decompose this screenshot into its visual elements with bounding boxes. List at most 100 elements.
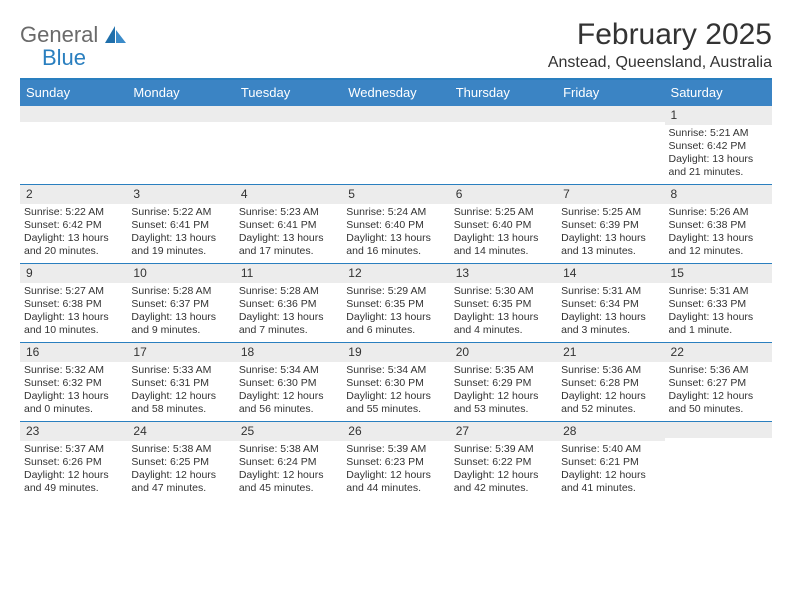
week-row: 23Sunrise: 5:37 AMSunset: 6:26 PMDayligh… xyxy=(20,422,772,500)
week-row: 9Sunrise: 5:27 AMSunset: 6:38 PMDaylight… xyxy=(20,264,772,343)
sunrise-text: Sunrise: 5:21 AM xyxy=(669,127,768,140)
day-cell: 8Sunrise: 5:26 AMSunset: 6:38 PMDaylight… xyxy=(665,185,772,263)
sunset-text: Sunset: 6:21 PM xyxy=(561,456,660,469)
day-number: 16 xyxy=(20,343,127,362)
sunset-text: Sunset: 6:33 PM xyxy=(669,298,768,311)
sunrise-text: Sunrise: 5:37 AM xyxy=(24,443,123,456)
day-cell: 2Sunrise: 5:22 AMSunset: 6:42 PMDaylight… xyxy=(20,185,127,263)
daylight-text: Daylight: 13 hours and 20 minutes. xyxy=(24,232,123,258)
sunrise-text: Sunrise: 5:26 AM xyxy=(669,206,768,219)
day-cell: 5Sunrise: 5:24 AMSunset: 6:40 PMDaylight… xyxy=(342,185,449,263)
daylight-text: Daylight: 13 hours and 17 minutes. xyxy=(239,232,338,258)
day-number xyxy=(557,106,664,122)
day-cell: 24Sunrise: 5:38 AMSunset: 6:25 PMDayligh… xyxy=(127,422,234,500)
sunset-text: Sunset: 6:38 PM xyxy=(24,298,123,311)
day-number: 7 xyxy=(557,185,664,204)
sunrise-text: Sunrise: 5:23 AM xyxy=(239,206,338,219)
sunset-text: Sunset: 6:41 PM xyxy=(131,219,230,232)
day-number: 17 xyxy=(127,343,234,362)
page-header: General Blue February 2025 Anstead, Quee… xyxy=(20,18,772,72)
daylight-text: Daylight: 13 hours and 9 minutes. xyxy=(131,311,230,337)
day-number: 11 xyxy=(235,264,342,283)
sunset-text: Sunset: 6:41 PM xyxy=(239,219,338,232)
daylight-text: Daylight: 12 hours and 49 minutes. xyxy=(24,469,123,495)
day-cell: 20 Sunrise: 5:35 AMSunset: 6:29 PMDayligh… xyxy=(450,343,557,421)
sunset-text: Sunset: 6:42 PM xyxy=(669,140,768,153)
sunrise-text: Sunrise: 5:24 AM xyxy=(346,206,445,219)
daylight-text: Daylight: 13 hours and 3 minutes. xyxy=(561,311,660,337)
day-number: 22 xyxy=(665,343,772,362)
day-number: 18 xyxy=(235,343,342,362)
day-cell xyxy=(20,106,127,184)
sunset-text: Sunset: 6:22 PM xyxy=(454,456,553,469)
day-number xyxy=(20,106,127,122)
day-number: 20 xyxy=(450,343,557,362)
sunset-text: Sunset: 6:35 PM xyxy=(454,298,553,311)
day-cell: 25Sunrise: 5:38 AMSunset: 6:24 PMDayligh… xyxy=(235,422,342,500)
day-number: 1 xyxy=(665,106,772,125)
sunset-text: Sunset: 6:37 PM xyxy=(131,298,230,311)
day-number: 3 xyxy=(127,185,234,204)
day-cell xyxy=(450,106,557,184)
day-number xyxy=(342,106,449,122)
sunset-text: Sunset: 6:23 PM xyxy=(346,456,445,469)
day-cell xyxy=(342,106,449,184)
day-number xyxy=(665,422,772,438)
sail-icon xyxy=(105,26,127,49)
calendar-body: 1Sunrise: 5:21 AMSunset: 6:42 PMDaylight… xyxy=(20,106,772,500)
sunrise-text: Sunrise: 5:34 AM xyxy=(346,364,445,377)
daylight-text: Daylight: 12 hours and 55 minutes. xyxy=(346,390,445,416)
month-title: February 2025 xyxy=(548,18,772,52)
day-cell: 7Sunrise: 5:25 AMSunset: 6:39 PMDaylight… xyxy=(557,185,664,263)
day-cell: 16Sunrise: 5:32 AMSunset: 6:32 PMDayligh… xyxy=(20,343,127,421)
weekday-header: Monday xyxy=(127,80,234,106)
daylight-text: Daylight: 12 hours and 41 minutes. xyxy=(561,469,660,495)
day-cell xyxy=(557,106,664,184)
sunrise-text: Sunrise: 5:31 AM xyxy=(561,285,660,298)
day-cell: 12Sunrise: 5:29 AMSunset: 6:35 PMDayligh… xyxy=(342,264,449,342)
sunrise-text: Sunrise: 5:22 AM xyxy=(131,206,230,219)
sunrise-text: Sunrise: 5:35 AM xyxy=(454,364,553,377)
day-number xyxy=(235,106,342,122)
sunrise-text: Sunrise: 5:27 AM xyxy=(24,285,123,298)
sunrise-text: Sunrise: 5:33 AM xyxy=(131,364,230,377)
daylight-text: Daylight: 13 hours and 14 minutes. xyxy=(454,232,553,258)
daylight-text: Daylight: 12 hours and 52 minutes. xyxy=(561,390,660,416)
day-number xyxy=(450,106,557,122)
sunset-text: Sunset: 6:31 PM xyxy=(131,377,230,390)
day-cell: 27Sunrise: 5:39 AMSunset: 6:22 PMDayligh… xyxy=(450,422,557,500)
day-cell: 11Sunrise: 5:28 AMSunset: 6:36 PMDayligh… xyxy=(235,264,342,342)
week-row: 16Sunrise: 5:32 AMSunset: 6:32 PMDayligh… xyxy=(20,343,772,422)
day-number: 4 xyxy=(235,185,342,204)
sunset-text: Sunset: 6:40 PM xyxy=(454,219,553,232)
day-cell: 10Sunrise: 5:28 AMSunset: 6:37 PMDayligh… xyxy=(127,264,234,342)
day-number: 23 xyxy=(20,422,127,441)
sunset-text: Sunset: 6:30 PM xyxy=(239,377,338,390)
weekday-header: Friday xyxy=(557,80,664,106)
daylight-text: Daylight: 12 hours and 53 minutes. xyxy=(454,390,553,416)
day-cell: 14Sunrise: 5:31 AMSunset: 6:34 PMDayligh… xyxy=(557,264,664,342)
sunset-text: Sunset: 6:34 PM xyxy=(561,298,660,311)
logo-word-blue: Blue xyxy=(42,47,127,69)
sunrise-text: Sunrise: 5:22 AM xyxy=(24,206,123,219)
daylight-text: Daylight: 12 hours and 45 minutes. xyxy=(239,469,338,495)
day-cell: 26Sunrise: 5:39 AMSunset: 6:23 PMDayligh… xyxy=(342,422,449,500)
sunset-text: Sunset: 6:29 PM xyxy=(454,377,553,390)
sunrise-text: Sunrise: 5:30 AM xyxy=(454,285,553,298)
sunset-text: Sunset: 6:42 PM xyxy=(24,219,123,232)
sunset-text: Sunset: 6:39 PM xyxy=(561,219,660,232)
sunset-text: Sunset: 6:38 PM xyxy=(669,219,768,232)
day-cell: 13Sunrise: 5:30 AMSunset: 6:35 PMDayligh… xyxy=(450,264,557,342)
sunset-text: Sunset: 6:24 PM xyxy=(239,456,338,469)
daylight-text: Daylight: 13 hours and 1 minute. xyxy=(669,311,768,337)
sunrise-text: Sunrise: 5:31 AM xyxy=(669,285,768,298)
sunrise-text: Sunrise: 5:40 AM xyxy=(561,443,660,456)
day-cell: 3 Sunrise: 5:22 AMSunset: 6:41 PMDaylight… xyxy=(127,185,234,263)
daylight-text: Daylight: 13 hours and 19 minutes. xyxy=(131,232,230,258)
calendar-page: General Blue February 2025 Anstead, Quee… xyxy=(0,0,792,500)
weekday-header: Saturday xyxy=(665,80,772,106)
sunset-text: Sunset: 6:35 PM xyxy=(346,298,445,311)
day-cell: 6Sunrise: 5:25 AMSunset: 6:40 PMDaylight… xyxy=(450,185,557,263)
daylight-text: Daylight: 12 hours and 50 minutes. xyxy=(669,390,768,416)
daylight-text: Daylight: 12 hours and 58 minutes. xyxy=(131,390,230,416)
